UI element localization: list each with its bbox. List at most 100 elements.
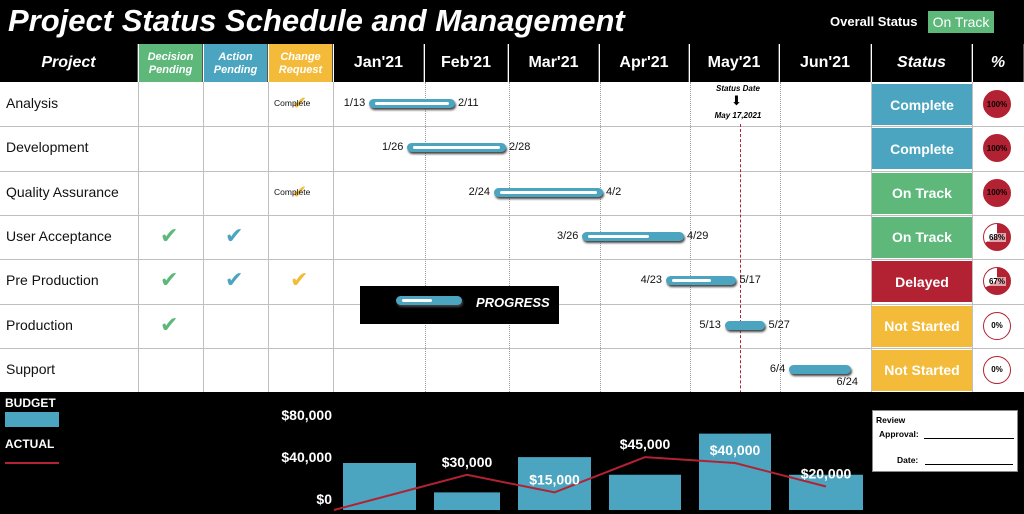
date-field[interactable]	[924, 464, 1013, 465]
y-tick-label: $0	[316, 491, 332, 507]
header-month: Jun'21	[780, 44, 871, 82]
overall-status-label: Overall Status	[830, 14, 918, 29]
status-badge: Delayed	[872, 261, 972, 303]
gantt-progress	[588, 235, 650, 239]
actual-legend-label: ACTUAL	[5, 437, 55, 451]
budget-bar	[343, 463, 416, 510]
percent-circle: 68%	[983, 223, 1011, 252]
task-name: Production	[6, 316, 73, 333]
header-decision-pending: Decision Pending	[139, 44, 203, 82]
budget-legend-label: BUDGET	[5, 396, 56, 410]
gantt-start-date: 6/4	[769, 362, 786, 375]
actual-data-label: $15,000	[529, 471, 580, 487]
checkmark-icon: ✔	[292, 181, 308, 202]
overall-status-badge: On Track	[928, 11, 994, 33]
task-name: Pre Production	[6, 272, 99, 289]
task-name: User Acceptance	[6, 228, 112, 245]
gantt-bar[interactable]	[494, 187, 603, 197]
review-box: Review Approval: Date:	[872, 410, 1018, 472]
task-name: Quality Assurance	[6, 183, 119, 200]
gantt-end-date: 5/17	[739, 274, 761, 287]
status-badge: On Track	[872, 172, 972, 214]
budget-bar	[699, 433, 771, 510]
task-name: Support	[6, 360, 56, 377]
row-divider	[0, 259, 1024, 261]
gantt-bar[interactable]	[369, 99, 455, 109]
gantt-bar[interactable]	[724, 320, 766, 330]
checkmark-icon: ✔	[160, 267, 179, 293]
review-label: Review	[876, 415, 906, 425]
header-percent: %	[973, 44, 1024, 82]
row-divider	[0, 126, 1024, 128]
task-name: Analysis	[6, 95, 59, 112]
header-month: Mar'21	[509, 44, 599, 82]
actual-data-label: $30,000	[442, 454, 493, 470]
percent-value: 67%	[987, 276, 1006, 286]
gantt-progress	[375, 102, 449, 106]
row-divider	[0, 214, 1024, 216]
month-divider	[780, 82, 781, 514]
header-action-pending: Action Pending	[204, 44, 268, 82]
percent-value: 0%	[991, 321, 1003, 331]
percent-value: 0%	[991, 365, 1003, 375]
actual-line	[333, 456, 827, 511]
percent-value: 100%	[986, 99, 1008, 109]
column-divider	[972, 82, 973, 392]
status-date-value: May 17,2021	[714, 111, 762, 120]
gantt-bar[interactable]	[666, 276, 737, 286]
approval-label: Approval:	[879, 429, 919, 439]
actual-data-label: $40,000	[710, 442, 761, 458]
change-request-tag: Complete	[274, 98, 311, 109]
budget-legend-swatch	[5, 412, 59, 427]
task-name: Development	[6, 139, 89, 156]
gantt-end-date: 2/28	[509, 141, 531, 154]
change-request-tag: Complete	[274, 186, 311, 197]
column-divider	[203, 82, 204, 392]
header-status: Status	[872, 44, 972, 82]
header-month: May'21	[690, 44, 779, 82]
gantt-end-date: 2/11	[458, 97, 479, 110]
checkmark-icon: ✔	[160, 311, 179, 337]
percent-value: 100%	[986, 143, 1008, 153]
actual-data-label: $45,000	[620, 436, 671, 452]
percent-value: 100%	[986, 188, 1008, 198]
gantt-end-date: 5/27	[768, 318, 790, 331]
column-divider	[138, 82, 139, 392]
checkmark-icon: ✔	[225, 267, 244, 293]
status-date-label: Status Date	[715, 84, 760, 93]
approval-field[interactable]	[924, 438, 1015, 439]
legend-label: PROGRESS	[476, 295, 550, 310]
gantt-start-date: 3/26	[556, 230, 579, 243]
gantt-start-date: 4/23	[640, 274, 662, 287]
percent-value: 68%	[987, 232, 1006, 242]
page-title: Project Status Schedule and Management	[8, 3, 625, 38]
status-date-line	[740, 124, 741, 514]
month-divider	[690, 82, 691, 514]
header-month: Apr'21	[600, 44, 689, 82]
gantt-progress	[413, 146, 500, 150]
arrow-down-icon: ⬇	[731, 93, 742, 108]
progress-legend: PROGRESS	[360, 286, 559, 324]
month-divider	[600, 82, 601, 514]
checkmark-icon: ✔	[290, 267, 309, 293]
percent-circle: 0%	[983, 311, 1011, 340]
column-divider	[333, 82, 334, 392]
header-project: Project	[0, 44, 138, 82]
percent-circle: 100%	[983, 90, 1011, 119]
gantt-bar[interactable]	[407, 143, 506, 153]
gantt-start-date: 1/13	[343, 97, 366, 110]
status-badge: Complete	[872, 84, 972, 125]
header-month: Feb'21	[425, 44, 508, 82]
column-divider	[268, 82, 269, 392]
gantt-bar[interactable]	[582, 232, 684, 242]
y-tick-label: $80,000	[281, 407, 332, 423]
status-badge: Complete	[872, 128, 972, 170]
gantt-bar[interactable]	[789, 364, 851, 374]
y-tick-label: $40,000	[281, 449, 332, 465]
legend-bar	[396, 296, 462, 305]
percent-circle: 100%	[983, 178, 1011, 207]
gantt-end-date: 4/29	[687, 230, 709, 243]
date-label: Date:	[897, 455, 919, 465]
gantt-end-date: 4/2	[606, 185, 622, 198]
